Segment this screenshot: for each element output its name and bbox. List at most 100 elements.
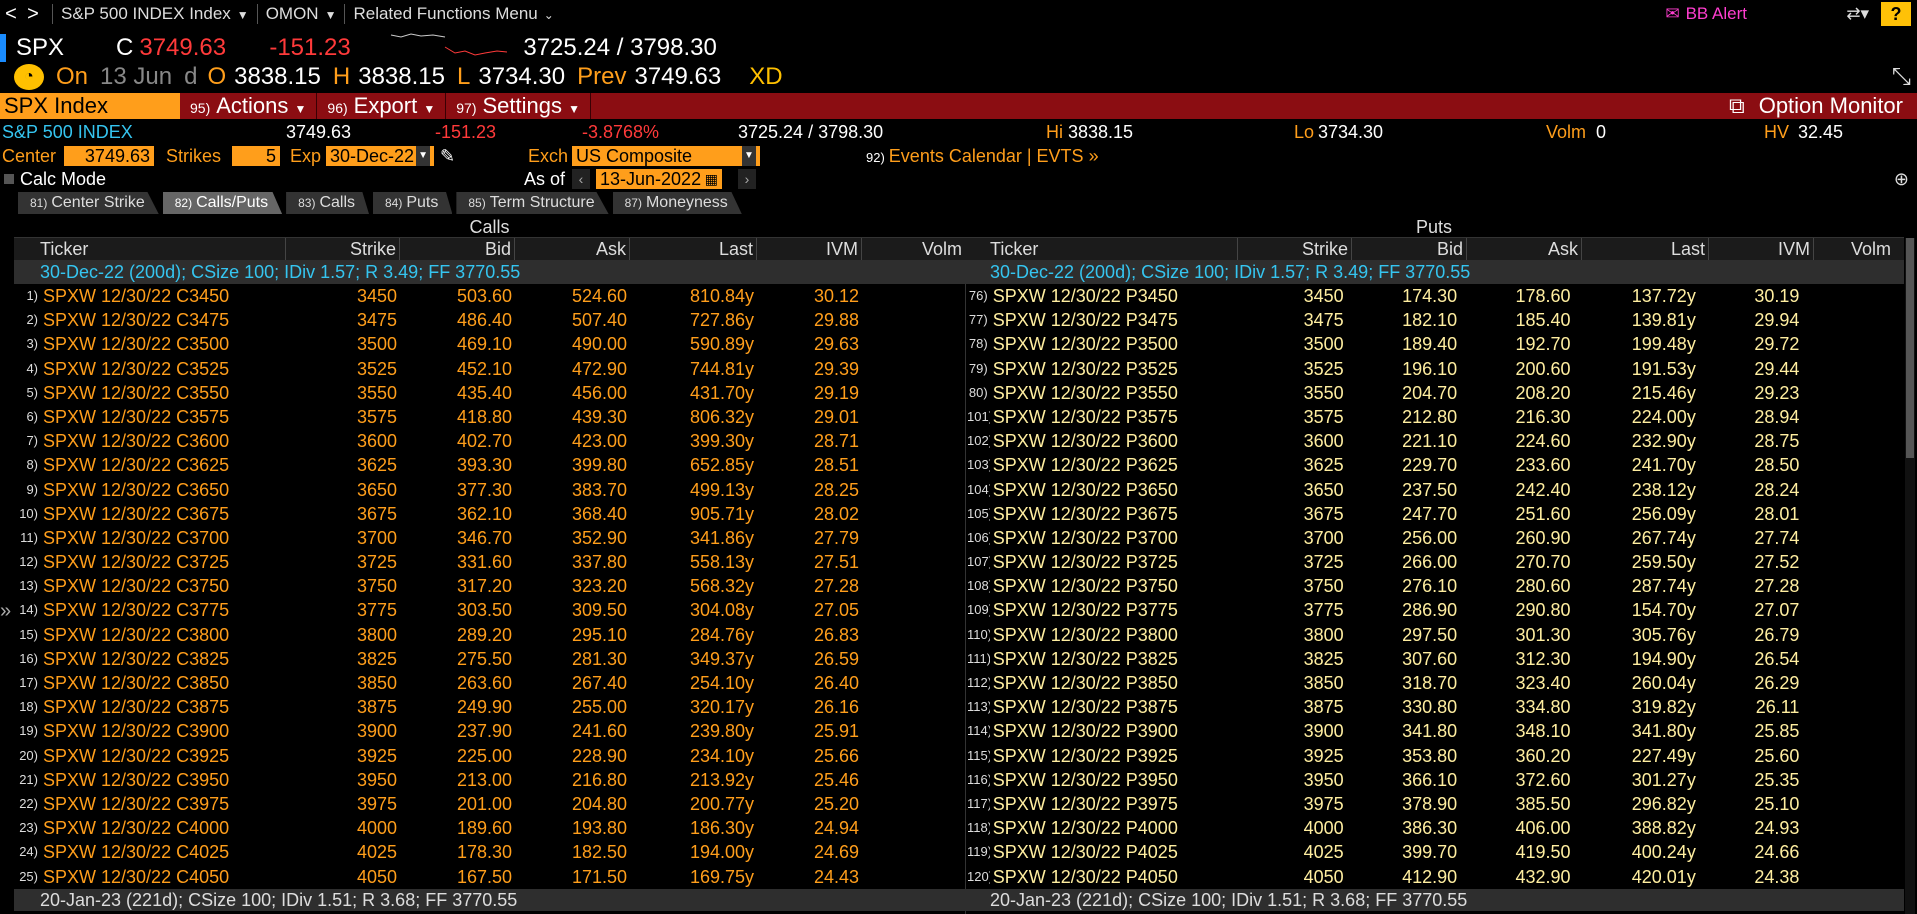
table-row[interactable]: 105)SPXW 12/30/22 P3675 3675 247.70 251.60 2… [964,502,1904,526]
option-ticker[interactable]: SPXW 12/30/22 P3450 [992,286,1178,306]
col-ticker[interactable]: Ticker [964,238,1238,260]
option-ticker[interactable]: SPXW 12/30/22 C4000 [43,818,230,839]
expiry-group-header[interactable]: 30-Dec-22 (200d); CSize 100; IDiv 1.57; … [964,260,1904,284]
scrollbar-thumb[interactable] [1906,238,1914,458]
related-functions-menu[interactable]: Related Functions Menu ⌄ [353,4,553,24]
table-row[interactable]: 112) SPXW 12/30/22 P3850 3850 318.70 323.40 2… [964,671,1904,695]
prev-date-button[interactable]: ‹ [572,169,590,189]
table-row[interactable]: 16) SPXW 12/30/22 C3825 3825 275.50 281.30 34… [14,647,965,671]
table-row[interactable]: 115) SPXW 12/30/22 P3925 3925 353.80 360.20 2… [964,744,1904,768]
table-row[interactable]: 5) SPXW 12/30/22 C3550 3550 435.40 456.00 431… [14,381,965,405]
col-volm[interactable]: Volm [921,239,962,259]
help-button[interactable]: ? [1881,2,1911,26]
table-row[interactable]: 109)SPXW 12/30/22 P3775 3775 286.90 290.80 1… [964,598,1904,622]
option-ticker[interactable]: SPXW 12/30/22 C3975 [43,793,230,814]
option-ticker[interactable]: SPXW 12/30/22 C3525 [43,358,230,379]
col-last[interactable]: Last [1582,238,1709,260]
table-row[interactable]: 12) SPXW 12/30/22 C3725 3725 331.60 337.80 55… [14,550,965,574]
expand-icon[interactable]: ⤡ [1891,63,1911,90]
option-ticker[interactable]: SPXW 12/30/22 C3775 [43,600,230,621]
col-bid[interactable]: Bid [400,238,515,260]
option-ticker[interactable]: SPXW 12/30/22 C3750 [43,576,230,597]
option-ticker[interactable]: SPXW 12/30/22 C3850 [43,673,230,693]
col-bid[interactable]: Bid [1352,238,1467,260]
option-ticker[interactable]: SPXW 12/30/22 P4050 [992,866,1178,887]
col-ticker[interactable]: Ticker [14,238,286,260]
expand-sidebar-icon[interactable]: » [0,600,12,622]
table-row[interactable]: 13) SPXW 12/30/22 C3750 3750 317.20 323.20 56… [14,574,965,598]
forward-button[interactable]: > [27,2,39,25]
table-row[interactable]: 104)SPXW 12/30/22 P3650 3650 237.50 242.40 2… [964,478,1904,502]
option-ticker[interactable]: SPXW 12/30/22 C3500 [43,334,230,355]
security-selector[interactable]: S&P 500 INDEX Index ▼ [61,4,249,24]
table-row[interactable]: 24) SPXW 12/30/22 C4025 4025 178.30 182.50 19… [14,840,965,864]
table-row[interactable]: 9) SPXW 12/30/22 C3650 3650 377.30 383.70 499… [14,478,965,502]
option-ticker[interactable]: SPXW 12/30/22 P3775 [992,600,1178,621]
table-row[interactable]: 21) SPXW 12/30/22 C3950 3950 213.00 216.80 21… [14,768,965,792]
table-row[interactable]: 113) SPXW 12/30/22 P3875 3875 330.80 334.80 3… [964,695,1904,719]
option-ticker[interactable]: SPXW 12/30/22 C3575 [43,406,230,427]
export-menu[interactable]: 96) Export ▼ [317,93,447,119]
option-ticker[interactable]: SPXW 12/30/22 P4000 [992,818,1178,839]
table-row[interactable]: 18) SPXW 12/30/22 C3875 3875 249.90 255.00 32… [14,695,965,719]
expiry-group-header[interactable]: 20-Jan-23 (221d); CSize 100; IDiv 1.51; … [14,888,965,911]
col-strike[interactable]: Strike [286,238,400,260]
table-row[interactable]: 108)SPXW 12/30/22 P3750 3750 276.10 280.60 2… [964,574,1904,598]
table-row[interactable]: 76) SPXW 12/30/22 P3450 3450 174.30 178.60 13… [964,284,1904,308]
col-volm[interactable]: Volm [1850,239,1891,259]
col-ivm[interactable]: IVM [1709,238,1814,260]
table-row[interactable]: 79) SPXW 12/30/22 P3525 3525 196.10 200.60 19… [964,357,1904,381]
table-row[interactable]: 106)SPXW 12/30/22 P3700 3700 256.00 260.90 2… [964,526,1904,550]
option-ticker[interactable]: SPXW 12/30/22 C3475 [43,310,230,331]
col-strike[interactable]: Strike [1238,238,1352,260]
table-row[interactable]: 25) SPXW 12/30/22 C4050 4050 167.50 171.50 16… [14,865,965,889]
option-ticker[interactable]: SPXW 12/30/22 P4025 [992,842,1178,863]
option-ticker[interactable]: SPXW 12/30/22 C3675 [43,503,230,524]
table-row[interactable]: 3) SPXW 12/30/22 C3500 3500 469.10 490.00 590… [14,332,965,356]
table-row[interactable]: 10) SPXW 12/30/22 C3675 3675 362.10 368.40 90… [14,502,965,526]
asof-input[interactable]: 13-Jun-2022 ▦ [596,169,722,189]
next-date-button[interactable]: › [738,169,756,189]
table-row[interactable]: 6) SPXW 12/30/22 C3575 3575 418.80 439.30 806… [14,405,965,429]
security-field[interactable]: SPX Index [0,93,180,119]
option-ticker[interactable]: SPXW 12/30/22 P3825 [992,648,1178,669]
option-ticker[interactable]: SPXW 12/30/22 C3950 [43,769,230,790]
tab-calls[interactable]: 83) Calls [286,192,369,214]
option-ticker[interactable]: SPXW 12/30/22 P3725 [992,552,1178,573]
expiry-group-header[interactable]: 30-Dec-22 (200d); CSize 100; IDiv 1.57; … [14,260,965,284]
option-ticker[interactable]: SPXW 12/30/22 C3600 [43,431,230,452]
option-ticker[interactable]: SPXW 12/30/22 P3600 [992,431,1178,452]
table-row[interactable]: 8) SPXW 12/30/22 C3625 3625 393.30 399.80 652… [14,453,965,477]
table-row[interactable]: 14) SPXW 12/30/22 C3775 3775 303.50 309.50 30… [14,598,965,622]
option-ticker[interactable]: SPXW 12/30/22 C3825 [43,648,230,669]
table-row[interactable]: 107)SPXW 12/30/22 P3725 3725 266.00 270.70 2… [964,550,1904,574]
table-row[interactable]: 4) SPXW 12/30/22 C3525 3525 452.10 472.90 744… [14,357,965,381]
table-row[interactable]: 2) SPXW 12/30/22 C3475 3475 486.40 507.40 727… [14,308,965,332]
option-ticker[interactable]: SPXW 12/30/22 P3625 [992,455,1178,476]
calc-mode-checkbox[interactable] [4,174,14,184]
option-ticker[interactable]: SPXW 12/30/22 P3575 [992,406,1178,427]
option-ticker[interactable]: SPXW 12/30/22 P3800 [992,624,1178,645]
option-ticker[interactable]: SPXW 12/30/22 C3450 [43,286,230,306]
option-ticker[interactable]: SPXW 12/30/22 P3875 [992,697,1178,718]
option-monitor-title[interactable]: ⧉ Option Monitor [1729,93,1903,119]
events-calendar-link[interactable]: 92) Events Calendar | EVTS » [866,146,1099,167]
option-ticker[interactable]: SPXW 12/30/22 P3700 [992,527,1178,548]
table-row[interactable]: 102)SPXW 12/30/22 P3600 3600 221.10 224.60 2… [964,429,1904,453]
option-ticker[interactable]: SPXW 12/30/22 P3675 [992,503,1178,524]
col-ivm[interactable]: IVM [757,238,862,260]
option-ticker[interactable]: SPXW 12/30/22 C3550 [43,382,230,403]
table-row[interactable]: 1) SPXW 12/30/22 C3450 3450 503.60 524.60 810… [14,284,965,308]
table-row[interactable]: 17) SPXW 12/30/22 C3850 3850 263.60 267.40 25… [14,671,965,695]
option-ticker[interactable]: SPXW 12/30/22 P3525 [992,358,1178,379]
option-ticker[interactable]: SPXW 12/30/22 C3650 [43,479,230,500]
table-row[interactable]: 15) SPXW 12/30/22 C3800 3800 289.20 295.10 28… [14,623,965,647]
option-ticker[interactable]: SPXW 12/30/22 C3725 [43,552,230,573]
option-ticker[interactable]: SPXW 12/30/22 C3700 [43,527,230,548]
table-row[interactable]: 78) SPXW 12/30/22 P3500 3500 189.40 192.70 19… [964,332,1904,356]
table-row[interactable]: 119) SPXW 12/30/22 P4025 4025 399.70 419.50 4… [964,840,1904,864]
col-last[interactable]: Last [630,238,757,260]
option-ticker[interactable]: SPXW 12/30/22 C4025 [43,842,230,863]
scrollbar[interactable] [1905,238,1915,914]
table-row[interactable]: 22) SPXW 12/30/22 C3975 3975 201.00 204.80 20… [14,792,965,816]
